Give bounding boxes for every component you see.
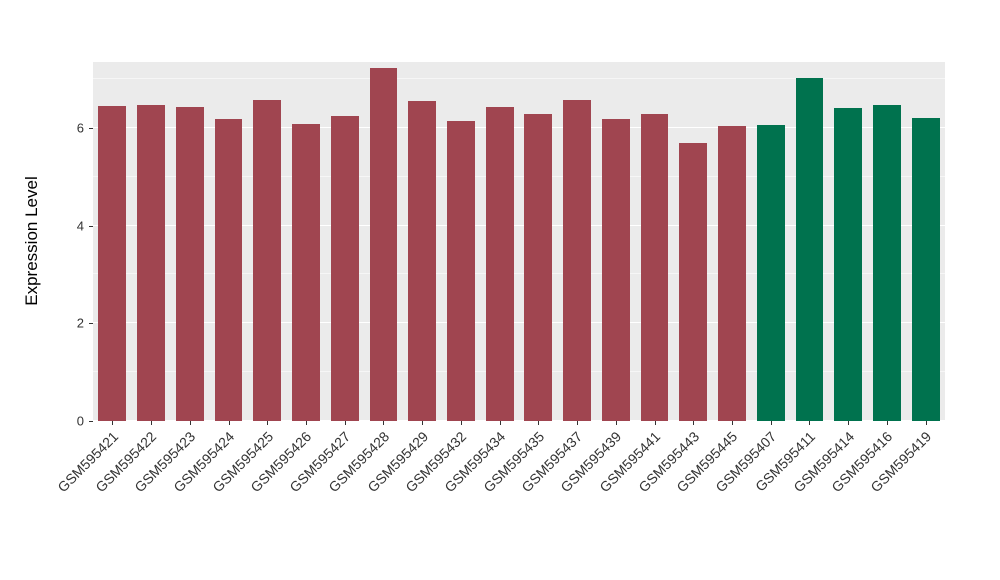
bar-GSM595443	[679, 142, 708, 421]
x-tick-mark	[732, 421, 733, 425]
gridline-minor	[93, 175, 945, 177]
gridline-major	[93, 224, 945, 226]
x-tick-mark	[615, 421, 617, 425]
bar-GSM595425	[253, 100, 282, 421]
bar-GSM595445	[718, 126, 746, 421]
bar-GSM595422	[137, 105, 166, 421]
y-tick-label: 4	[76, 218, 84, 234]
bar-GSM595439	[601, 119, 630, 421]
x-tick-mark	[499, 421, 501, 425]
bar-GSM595416	[872, 104, 901, 421]
bar-GSM595411	[795, 78, 824, 421]
bar-GSM595441	[640, 114, 669, 421]
bar-GSM595419	[911, 117, 940, 421]
x-tick-mark	[267, 421, 269, 425]
x-tick-mark	[848, 421, 850, 425]
y-tick-mark	[89, 421, 93, 422]
bar-GSM595423	[175, 107, 204, 421]
x-tick-mark	[422, 421, 424, 425]
plot-panel	[93, 62, 945, 421]
gridline-major	[93, 420, 945, 421]
bar-GSM595435	[524, 114, 553, 421]
bar-GSM595421	[98, 105, 127, 421]
bar-GSM595426	[292, 124, 320, 421]
y-tick-mark	[89, 127, 93, 129]
bar-GSM595432	[446, 120, 475, 421]
gridline-major	[93, 126, 945, 128]
y-tick-mark	[89, 225, 93, 227]
bar-GSM595434	[485, 107, 514, 421]
x-tick-mark	[925, 421, 927, 425]
x-tick-mark	[151, 421, 153, 425]
bar-GSM595407	[756, 125, 785, 421]
y-axis-title: Expression Level	[22, 176, 41, 306]
x-tick-mark	[306, 421, 307, 425]
y-tick-mark	[89, 323, 93, 325]
x-tick-mark	[809, 421, 811, 425]
x-tick-mark	[577, 421, 579, 425]
x-tick-mark	[344, 421, 346, 425]
y-tick-label: 6	[76, 120, 84, 136]
x-tick-mark	[770, 421, 772, 425]
x-tick-mark	[460, 421, 462, 425]
x-tick-mark	[383, 421, 385, 425]
gridline-minor	[93, 78, 945, 80]
x-tick-mark	[886, 421, 888, 425]
y-tick-label: 0	[76, 413, 84, 429]
bar-GSM595428	[369, 68, 398, 421]
bar-GSM595437	[563, 100, 592, 421]
bar-GSM595424	[214, 119, 243, 421]
gridline-minor	[93, 273, 945, 275]
bar-GSM595427	[330, 116, 359, 421]
x-tick-mark	[538, 421, 540, 425]
bar-GSM595429	[408, 100, 437, 421]
x-tick-mark	[228, 421, 230, 425]
x-tick-mark	[693, 421, 695, 425]
x-tick-mark	[189, 421, 191, 425]
y-tick-label: 2	[76, 315, 84, 331]
gridline-major	[93, 322, 945, 324]
x-tick-mark	[654, 421, 656, 425]
x-tick-mark	[112, 421, 114, 425]
gridline-minor	[93, 371, 945, 373]
bar-GSM595414	[834, 108, 863, 421]
